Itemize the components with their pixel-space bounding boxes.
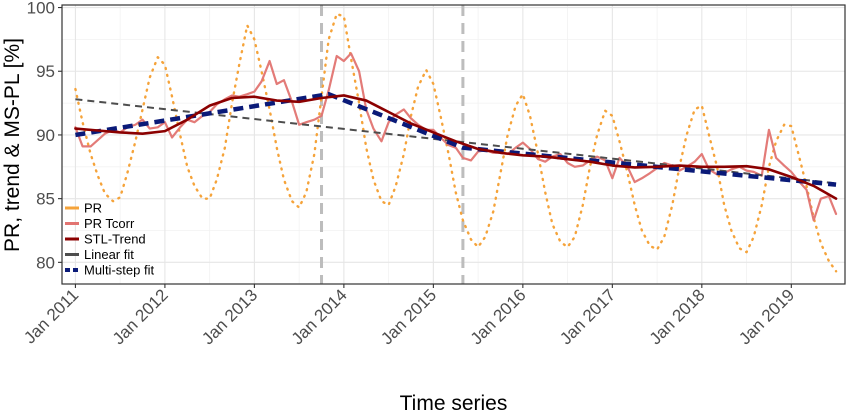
legend-label-multi-step-fit: Multi-step fit <box>84 263 154 278</box>
legend-label-pr: PR <box>84 201 102 216</box>
legend-label-stl-trend: STL-Trend <box>84 232 146 247</box>
legend-label-linear-fit: Linear fit <box>84 247 134 262</box>
x-tick-label: Jan 2011 <box>20 285 82 347</box>
x-tick-label: Jan 2015 <box>377 285 440 348</box>
x-tick-label: Jan 2013 <box>198 285 261 348</box>
x-tick-label: Jan 2014 <box>288 285 351 348</box>
series-line-multi-step-fit <box>75 91 837 187</box>
legend-label-pr-tcorr: PR Tcorr <box>84 216 135 231</box>
grid <box>62 5 845 284</box>
y-tick-label: 80 <box>36 253 55 272</box>
vertical-markers <box>320 5 465 284</box>
x-tick-label: Jan 2019 <box>735 285 798 348</box>
y-tick-label: 85 <box>36 190 55 209</box>
series-line-stl-trend <box>74 94 838 200</box>
y-tick-label: 90 <box>36 126 55 145</box>
x-tick-label: Jan 2018 <box>646 285 709 348</box>
x-tick-label: Jan 2017 <box>556 285 619 348</box>
plot-border <box>61 4 846 285</box>
y-tick-label: 95 <box>36 62 55 81</box>
y-axis: 80 85 90 95 100 <box>27 0 62 272</box>
series-lines <box>74 12 838 273</box>
series-line-linear-fit <box>75 98 837 185</box>
y-tick-label: 100 <box>27 0 55 18</box>
x-axis-title: Time series <box>400 392 508 415</box>
x-tick-label: Jan 2012 <box>109 285 172 348</box>
x-axis: Jan 2011 Jan 2012 Jan 2013 Jan 2014 Jan 2015… <box>20 284 798 348</box>
series-line-pr <box>74 12 838 273</box>
x-tick-label: Jan 2016 <box>467 285 530 348</box>
y-axis-title: PR, trend & MS-PL [%] <box>1 38 24 252</box>
